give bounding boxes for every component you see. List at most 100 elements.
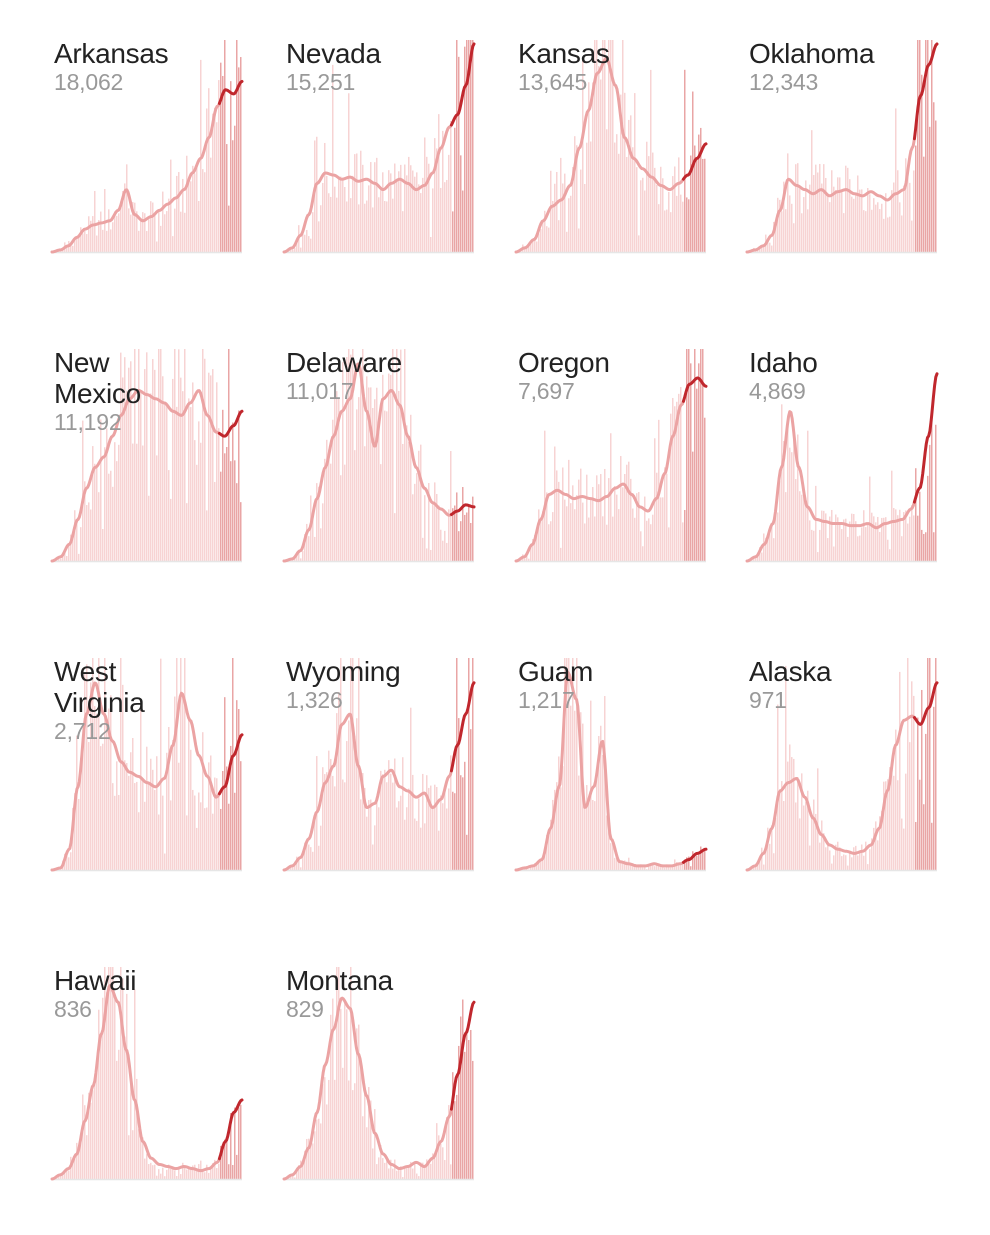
daily-bar [398,391,400,561]
daily-bar [146,231,148,252]
daily-bar [322,503,324,561]
daily-bar [648,156,650,252]
daily-bar [106,725,108,870]
daily-bar [358,1025,360,1179]
daily-bar [138,231,140,252]
daily-bar [887,540,889,561]
daily-bar [324,1077,326,1179]
daily-bar [869,477,871,561]
case-count: 12,343 [749,69,818,95]
daily-bar [378,197,380,252]
daily-bar [402,211,404,252]
daily-bar [216,382,218,561]
daily-bar [214,108,216,252]
daily-bar [797,163,799,252]
daily-bar [352,658,354,870]
daily-bar [236,40,238,252]
daily-bar [594,801,596,870]
daily-bar [779,789,781,870]
daily-bar [204,1172,206,1179]
daily-bar [376,158,378,252]
daily-bar [100,419,102,561]
daily-bar [430,1164,432,1179]
daily-bar [821,511,823,561]
daily-bar [885,193,887,252]
daily-bar [80,527,82,561]
daily-bar [218,792,220,870]
daily-bar [652,515,654,561]
daily-bar [462,487,464,561]
daily-bar [618,509,620,561]
daily-bar [865,527,867,561]
daily-bar [346,201,348,252]
daily-bar [909,742,911,870]
daily-bar [416,821,418,870]
daily-bar [344,782,346,870]
daily-bar [178,763,180,870]
daily-bar [843,854,845,870]
daily-bar [688,199,690,252]
daily-bar [186,503,188,561]
daily-bar [612,517,614,561]
daily-bar [148,496,150,561]
daily-bar [398,801,400,870]
daily-bar [622,487,624,561]
daily-bar [638,235,640,252]
daily-bar [414,1163,416,1179]
daily-bar [899,510,901,561]
daily-bar [336,967,338,1179]
daily-bar [174,349,176,561]
daily-bar [795,802,797,870]
daily-bar [917,516,919,561]
daily-bar [410,165,412,252]
daily-bar [402,757,404,870]
daily-bar [632,147,634,252]
daily-bar [76,523,78,561]
daily-bar [374,399,376,561]
daily-bar [374,825,376,870]
daily-bar [418,184,420,252]
daily-bar [556,470,558,561]
daily-bar [192,166,194,252]
daily-bar [845,855,847,870]
daily-bar [110,229,112,252]
daily-bar [594,517,596,562]
daily-bar [769,534,771,561]
daily-bar [470,729,472,870]
daily-bar [368,185,370,252]
daily-bar [194,1165,196,1179]
daily-bar [664,210,666,252]
daily-bar [564,500,566,561]
daily-bar [704,851,706,870]
case-count: 1,217 [518,687,575,713]
daily-bar [915,822,917,870]
daily-bar [592,82,594,252]
daily-bar [684,510,686,561]
daily-bar [610,433,612,561]
daily-bar [805,802,807,870]
daily-bar [156,242,158,252]
daily-bar [642,178,644,252]
daily-bar [406,807,408,870]
daily-bar [396,349,398,561]
daily-bar [202,349,204,561]
daily-bar [410,415,412,561]
daily-bar [785,209,787,252]
daily-bar [318,846,320,870]
daily-bar [94,464,96,561]
daily-bar [378,1157,380,1179]
daily-bar [564,174,566,252]
daily-bar [839,177,841,252]
daily-bar [74,1159,76,1179]
daily-bar [580,170,582,252]
daily-bar [336,391,338,561]
daily-bar [434,138,436,252]
daily-bar [196,465,198,561]
daily-bar [442,803,444,870]
daily-bar [128,776,130,870]
daily-bar [893,508,895,561]
daily-bar [194,174,196,252]
daily-bar [300,867,302,870]
state-name: Oregon [518,347,610,378]
